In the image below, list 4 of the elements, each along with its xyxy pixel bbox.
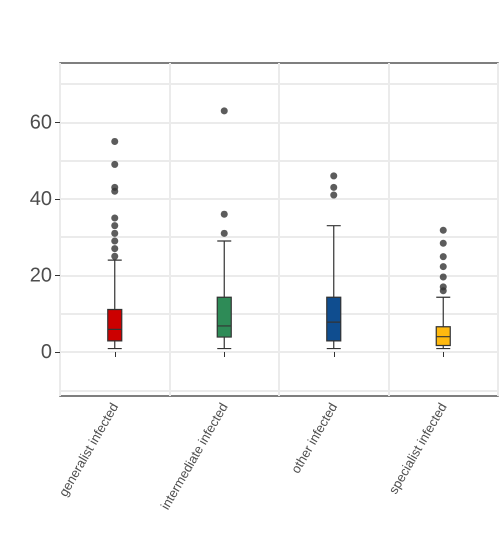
- y-tick-label: 0: [40, 340, 52, 363]
- y-tick-label: 40: [30, 188, 52, 210]
- y-tick-label: 20: [30, 264, 52, 286]
- y-tick-label: 60: [30, 111, 52, 134]
